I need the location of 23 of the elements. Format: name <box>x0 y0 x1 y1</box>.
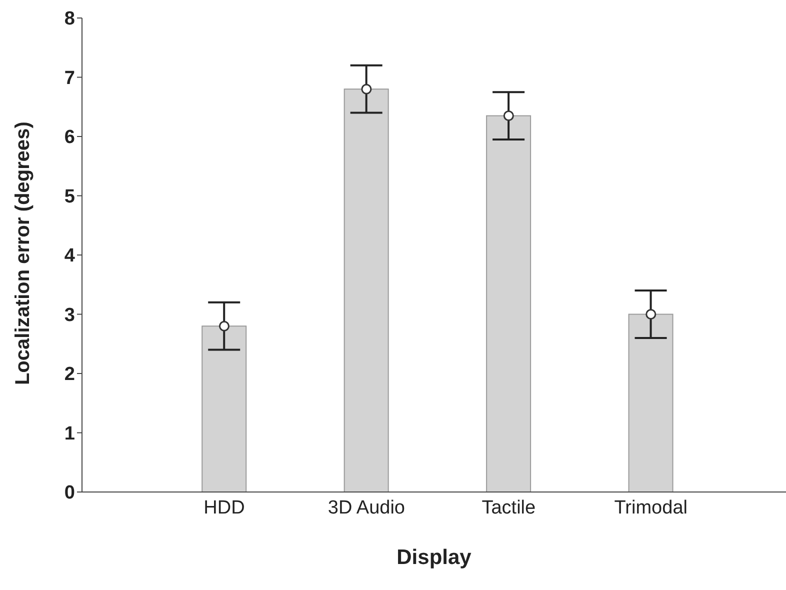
x-tick-label: Trimodal <box>614 497 688 518</box>
x-tick-label: Tactile <box>482 497 536 518</box>
bar <box>202 326 247 492</box>
x-tick-label: 3D Audio <box>328 497 406 518</box>
y-tick-label: 6 <box>64 127 75 148</box>
y-tick-label: 4 <box>64 246 76 267</box>
y-tick-label: 8 <box>64 8 75 30</box>
point <box>503 110 514 122</box>
x-tick-label: HDD <box>204 497 245 518</box>
y-tick-label: 7 <box>64 68 75 89</box>
bar <box>344 88 389 492</box>
y-tick-label: 0 <box>64 482 75 504</box>
y-tick-label: 3 <box>64 304 75 326</box>
y-tick-label: 1 <box>64 423 76 444</box>
point <box>361 84 372 94</box>
bar <box>486 115 532 492</box>
x-axis-title: Display <box>396 546 472 569</box>
y-tick-label: 2 <box>64 364 75 386</box>
y-axis-title: Localization error (degrees) <box>12 122 34 385</box>
point <box>646 308 656 320</box>
point <box>218 320 230 332</box>
y-tick-label: 5 <box>64 186 76 208</box>
bar <box>628 314 674 492</box>
